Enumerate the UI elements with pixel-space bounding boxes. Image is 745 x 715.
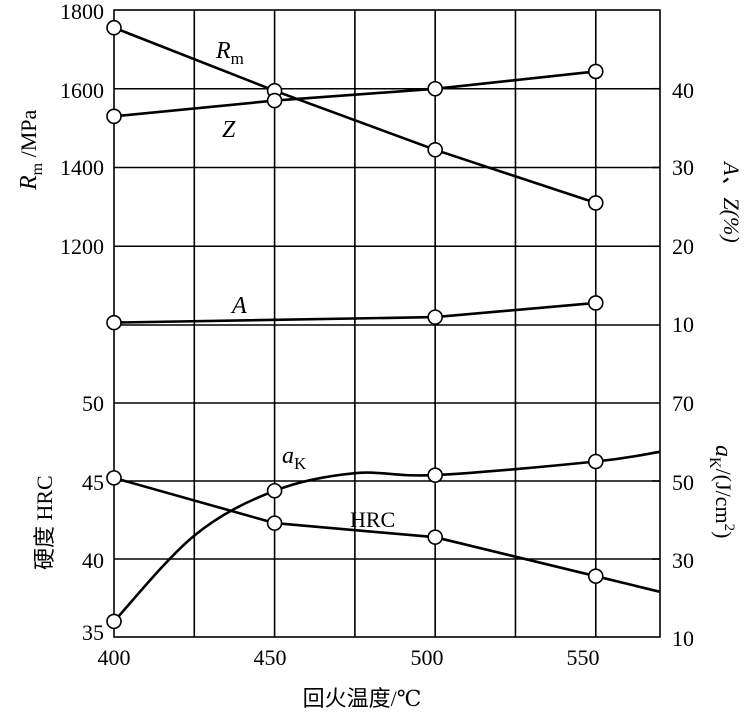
point-rm-550 — [587, 195, 604, 211]
point-ak-550 — [587, 453, 604, 470]
series-label-rm-main: R — [215, 38, 231, 64]
tick-x-450: 450 — [254, 645, 287, 670]
tick-hrc-45: 45 — [82, 470, 104, 495]
series-label-ak-sub: K — [294, 454, 307, 473]
tick-x-550: 550 — [567, 645, 600, 670]
series-label-ak-main: a — [282, 443, 294, 469]
point-rm-500 — [427, 141, 443, 158]
plot-frame — [113, 9, 661, 638]
series-label-rm: Rm — [215, 38, 244, 68]
tick-az-30: 30 — [672, 155, 694, 180]
series-line-rm — [113, 26, 597, 205]
rm-axis-title-main: R — [16, 175, 42, 191]
point-ak-400 — [106, 613, 122, 630]
ak-axis-title: aK/(J/cm2) — [706, 445, 737, 538]
point-a-400 — [106, 314, 122, 331]
tick-az-10: 10 — [672, 312, 694, 337]
rm-axis-title-unit: /MPa — [16, 109, 41, 162]
point-z-450 — [266, 92, 283, 109]
tick-rm-1600: 1600 — [60, 78, 104, 103]
ak-axis-title-unit: /(J/cm — [711, 469, 736, 524]
tick-rm-1200: 1200 — [60, 234, 104, 259]
tick-rm-1400: 1400 — [60, 155, 104, 180]
point-ak-450 — [266, 482, 283, 499]
tick-hrc-35: 35 — [82, 620, 104, 645]
hrc-axis-title-text: 硬度 HRC — [32, 475, 57, 570]
tick-hrc-40: 40 — [82, 548, 104, 573]
series-label-hrc: HRC — [350, 507, 395, 532]
ak-axis-title-sub: K — [706, 457, 723, 469]
point-hrc-450 — [266, 515, 283, 531]
point-a-500 — [427, 309, 443, 325]
rm-axis-title-sub: m — [29, 162, 46, 175]
ak-axis-title-end: ) — [711, 531, 736, 538]
series-line-ak — [113, 450, 661, 623]
chart-grid — [113, 9, 661, 638]
tick-az-40: 40 — [672, 78, 694, 103]
ak-axis-title-sup: 2 — [721, 524, 737, 532]
point-hrc-550 — [587, 568, 604, 584]
x-axis-title: 回火温度/℃ — [303, 686, 422, 711]
chart-markers — [106, 19, 604, 630]
series-label-ak: aK — [282, 443, 307, 473]
tick-az-20: 20 — [672, 234, 694, 259]
tick-x-400: 400 — [98, 645, 131, 670]
point-a-550 — [587, 295, 604, 311]
series-label-z: Z — [222, 117, 236, 143]
point-z-550 — [587, 63, 604, 80]
svg-text:Rm /MPa: Rm /MPa — [16, 109, 46, 191]
point-hrc-400 — [106, 470, 122, 486]
ak-axis-title-main: a — [710, 445, 736, 457]
point-rm-400 — [106, 19, 122, 36]
point-z-400 — [106, 108, 122, 125]
series-line-z — [113, 70, 596, 118]
tick-ak-10: 10 — [672, 626, 694, 651]
tick-rm-1800: 1800 — [60, 0, 104, 24]
series-label-a: A — [230, 293, 247, 319]
point-ak-500 — [427, 467, 443, 483]
tick-hrc-50: 50 — [82, 391, 104, 416]
tick-x-500: 500 — [411, 645, 444, 670]
svg-text:aK/(J/cm2): aK/(J/cm2) — [706, 445, 737, 538]
point-z-500 — [427, 80, 443, 97]
tick-ak-30: 30 — [672, 548, 694, 573]
rm-axis-title: Rm /MPa — [16, 109, 46, 191]
az-axis-title-text: A、Z(%) — [719, 160, 744, 243]
az-axis-title: A、Z(%) — [719, 160, 744, 243]
hrc-axis-title: 硬度 HRC — [32, 475, 57, 570]
tick-ak-50: 50 — [672, 470, 694, 495]
series-label-rm-sub: m — [231, 49, 244, 68]
point-hrc-500 — [427, 529, 443, 545]
tick-ak-70: 70 — [672, 391, 694, 416]
